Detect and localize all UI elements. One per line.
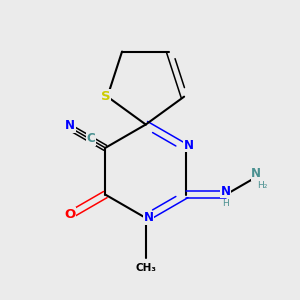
Text: CH₃: CH₃	[135, 262, 156, 273]
Text: N: N	[221, 184, 231, 197]
Text: N: N	[184, 139, 194, 152]
Text: N: N	[251, 167, 261, 180]
Text: H₂: H₂	[257, 181, 267, 190]
Text: S: S	[101, 90, 111, 103]
Text: N: N	[144, 212, 154, 224]
Text: O: O	[64, 208, 75, 221]
Text: H: H	[223, 199, 229, 208]
Text: C: C	[86, 132, 95, 145]
Text: N: N	[65, 119, 75, 132]
